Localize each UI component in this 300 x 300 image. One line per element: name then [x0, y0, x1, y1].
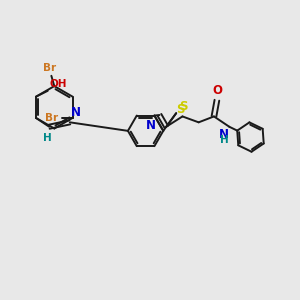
Text: Br: Br — [45, 113, 58, 123]
Text: OH: OH — [49, 79, 67, 89]
Text: N: N — [146, 118, 156, 131]
Text: H: H — [43, 133, 52, 143]
Text: N: N — [71, 106, 81, 119]
Text: S: S — [176, 103, 185, 116]
Text: N: N — [219, 128, 229, 141]
Text: S: S — [179, 100, 188, 113]
Text: O: O — [212, 84, 223, 97]
Text: Br: Br — [43, 63, 56, 73]
Text: H: H — [220, 135, 229, 145]
